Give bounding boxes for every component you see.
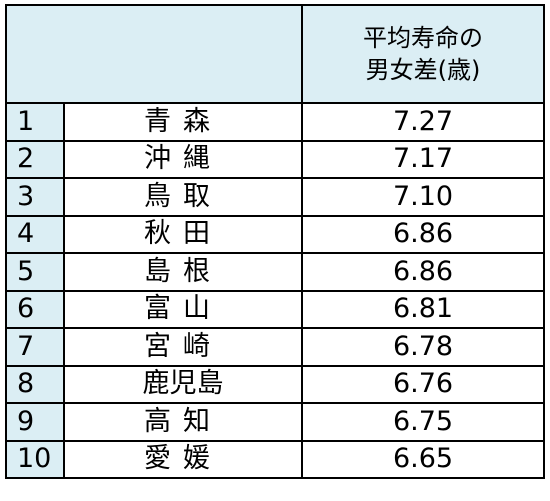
difference-cell: 6.86 [301,252,545,292]
difference-cell: 6.78 [301,327,545,367]
difference-cell: 6.86 [301,214,545,254]
prefecture-cell: 秋田 [63,214,303,254]
prefecture-cell: 高知 [63,402,303,442]
difference-cell: 7.17 [301,139,545,179]
header-difference-label: 平均寿命の 男女差(歳) [363,24,483,84]
table-row: 8 鹿児島 6.76 [5,364,545,404]
table-row: 1 青森 7.27 [5,102,545,142]
difference-cell: 6.81 [301,289,545,329]
header-row: 平均寿命の 男女差(歳) [5,4,545,104]
rank-cell: 4 [5,214,65,254]
table-row: 3 鳥取 7.10 [5,177,545,217]
prefecture-cell: 富山 [63,289,303,329]
prefecture-cell: 鹿児島 [63,364,303,404]
table-body: 1 青森 7.27 2 沖縄 7.17 3 鳥取 7.10 4 秋田 6.86 5 島根 6.86 6 富山 6.… [5,102,545,479]
table-row: 6 富山 6.81 [5,289,545,329]
difference-cell: 6.65 [301,439,545,479]
header-difference-cell: 平均寿命の 男女差(歳) [301,4,545,104]
table-row: 9 高知 6.75 [5,402,545,442]
rank-cell: 2 [5,139,65,179]
prefecture-cell: 島根 [63,252,303,292]
rank-cell: 5 [5,252,65,292]
difference-cell: 6.76 [301,364,545,404]
difference-cell: 7.27 [301,102,545,142]
prefecture-cell: 宮崎 [63,327,303,367]
prefecture-cell: 鳥取 [63,177,303,217]
rank-cell: 9 [5,402,65,442]
prefecture-cell: 愛媛 [63,439,303,479]
prefecture-cell: 青森 [63,102,303,142]
table-row: 4 秋田 6.86 [5,214,545,254]
table-row: 5 島根 6.86 [5,252,545,292]
table-row: 2 沖縄 7.17 [5,139,545,179]
ranking-table: 平均寿命の 男女差(歳) 1 青森 7.27 2 沖縄 7.17 3 鳥取 7.10 4 秋田 6.8… [5,4,545,479]
rank-cell: 1 [5,102,65,142]
rank-cell: 7 [5,327,65,367]
rank-cell: 6 [5,289,65,329]
header-blank-cell [5,4,303,104]
rank-cell: 10 [5,439,65,479]
difference-cell: 6.75 [301,402,545,442]
table-row: 10 愛媛 6.65 [5,439,545,479]
prefecture-cell: 沖縄 [63,139,303,179]
table-row: 7 宮崎 6.78 [5,327,545,367]
rank-cell: 8 [5,364,65,404]
rank-cell: 3 [5,177,65,217]
difference-cell: 7.10 [301,177,545,217]
